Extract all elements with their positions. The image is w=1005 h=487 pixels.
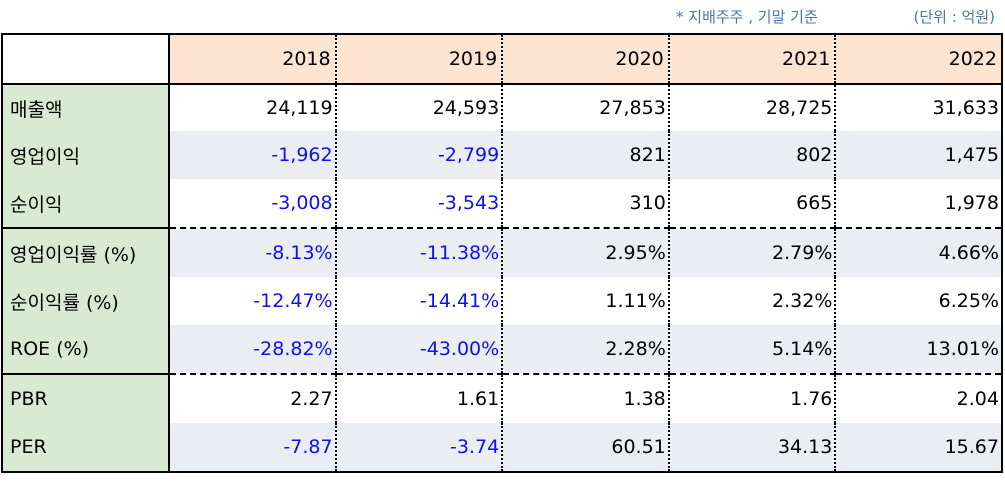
unit-note: (단위 : 억원) — [913, 8, 996, 26]
row-label: 매출액 — [1, 84, 170, 131]
value-cell: 1,475 — [835, 131, 1003, 179]
value-cell: -43.00% — [335, 325, 504, 374]
table-row: 영업이익률 (%) -8.13% -11.38% 2.95% 2.79% 4.6… — [1, 227, 1003, 277]
table-row: 매출액 24,119 24,593 27,853 28,725 31,633 — [1, 84, 1003, 131]
row-label: ROE (%) — [1, 325, 170, 374]
value-cell: 4.66% — [835, 227, 1003, 277]
value-cell: -14.41% — [335, 277, 504, 325]
value-cell: 1,978 — [835, 179, 1003, 228]
value-cell: 2.79% — [668, 227, 837, 277]
header-row: 2018 2019 2020 2021 2022 — [1, 33, 1003, 85]
table-row: ROE (%) -28.82% -43.00% 2.28% 5.14% 13.0… — [1, 325, 1003, 374]
year-header: 2018 — [169, 33, 337, 85]
value-cell: 34.13 — [668, 423, 837, 473]
corner-cell — [1, 33, 170, 85]
value-cell: 1.61 — [335, 373, 504, 423]
value-cell: 27,853 — [502, 84, 670, 131]
value-cell: 310 — [502, 179, 670, 228]
table-row: 영업이익 -1,962 -2,799 821 802 1,475 — [1, 131, 1003, 179]
value-cell: 13.01% — [835, 325, 1003, 374]
value-cell: 6.25% — [835, 277, 1003, 325]
basis-note: * 지배주주 , 기말 기준 — [676, 8, 818, 26]
table-row: PER -7.87 -3.74 60.51 34.13 15.67 — [1, 423, 1003, 473]
value-cell: -2,799 — [335, 131, 504, 179]
table-row: 순이익률 (%) -12.47% -14.41% 1.11% 2.32% 6.2… — [1, 277, 1003, 325]
year-header: 2020 — [502, 33, 670, 85]
value-cell: -12.47% — [169, 277, 337, 325]
value-cell: 5.14% — [668, 325, 837, 374]
value-cell: -28.82% — [169, 325, 337, 374]
year-header: 2022 — [835, 33, 1003, 85]
table-row: 순이익 -3,008 -3,543 310 665 1,978 — [1, 179, 1003, 228]
value-cell: -1,962 — [169, 131, 337, 179]
value-cell: -3,543 — [335, 179, 504, 228]
row-label: 영업이익 — [1, 131, 170, 179]
value-cell: 15.67 — [835, 423, 1003, 473]
table-notes: * 지배주주 , 기말 기준 (단위 : 억원) — [0, 6, 1005, 30]
value-cell: -11.38% — [335, 227, 504, 277]
row-label: PER — [1, 423, 170, 473]
value-cell: 1.11% — [502, 277, 670, 325]
value-cell: -7.87 — [169, 423, 337, 473]
value-cell: 821 — [502, 131, 670, 179]
value-cell: 28,725 — [668, 84, 837, 131]
row-label: 순이익률 (%) — [1, 277, 170, 325]
value-cell: -3.74 — [335, 423, 504, 473]
year-header: 2019 — [335, 33, 504, 85]
value-cell: -8.13% — [169, 227, 337, 277]
value-cell: 2.95% — [502, 227, 670, 277]
value-cell: 1.76 — [668, 373, 837, 423]
value-cell: 2.27 — [169, 373, 337, 423]
value-cell: 2.04 — [835, 373, 1003, 423]
value-cell: 802 — [668, 131, 837, 179]
value-cell: -3,008 — [169, 179, 337, 228]
value-cell: 2.28% — [502, 325, 670, 374]
value-cell: 31,633 — [835, 84, 1003, 131]
row-label: 영업이익률 (%) — [1, 227, 170, 277]
row-label: 순이익 — [1, 179, 170, 228]
value-cell: 24,119 — [169, 84, 337, 131]
year-header: 2021 — [668, 33, 837, 85]
row-label: PBR — [1, 373, 170, 423]
value-cell: 2.32% — [668, 277, 837, 325]
value-cell: 24,593 — [335, 84, 504, 131]
value-cell: 665 — [668, 179, 837, 228]
value-cell: 60.51 — [502, 423, 670, 473]
financial-table: 2018 2019 2020 2021 2022 매출액 24,119 24,5… — [1, 33, 1003, 473]
value-cell: 1.38 — [502, 373, 670, 423]
table-row: PBR 2.27 1.61 1.38 1.76 2.04 — [1, 373, 1003, 423]
